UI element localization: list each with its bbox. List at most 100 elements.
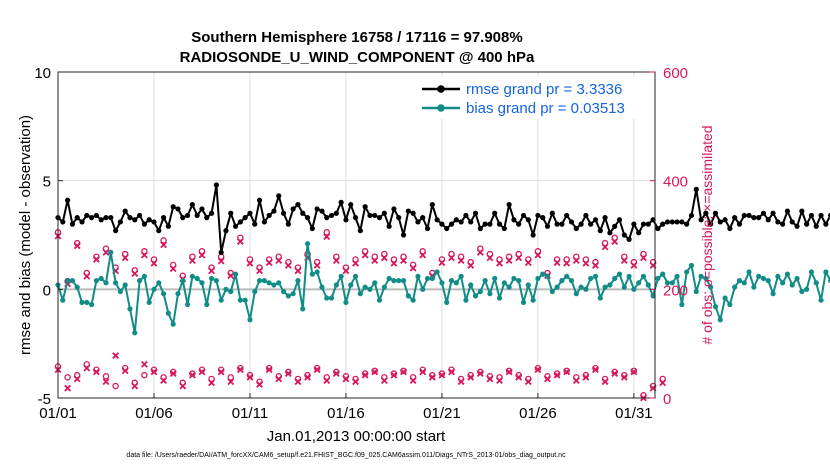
rmse-point: [559, 221, 565, 227]
bias-point: [405, 293, 411, 299]
bias-point: [722, 295, 728, 301]
obs-assimilated-point: [92, 368, 100, 376]
rmse-point: [405, 208, 411, 214]
rmse-point: [578, 221, 584, 227]
obs-assimilated-point: [361, 371, 369, 379]
bias-point: [799, 288, 805, 295]
obs-assimilated-point: [256, 267, 263, 275]
rmse-point: [348, 201, 354, 208]
data-file-footnote: data file: /Users/raeder/DAI/ATM_forcXX/…: [126, 452, 566, 459]
obs-assimilated-point: [659, 379, 667, 387]
bias-point: [64, 278, 71, 284]
plot-area: [58, 72, 655, 398]
rmse-point: [376, 215, 383, 221]
plot-frame: [57, 71, 656, 399]
obs-assimilated-point: [198, 251, 206, 259]
bias-point: [640, 273, 647, 279]
obs-possible-point: [141, 371, 148, 379]
obs-assimilated-point: [630, 261, 638, 269]
rmse-point: [544, 223, 551, 229]
bias-point: [813, 280, 819, 286]
rmse-point: [271, 208, 277, 214]
rmse-point: [636, 230, 642, 236]
bias-point: [698, 273, 704, 279]
obs-assimilated-point: [419, 251, 427, 259]
bias-point: [564, 273, 570, 279]
bias-point: [540, 271, 546, 277]
bias-point: [218, 297, 224, 303]
obs-assimilated-point: [448, 254, 455, 262]
bias-point: [60, 297, 66, 303]
obs-assimilated-point: [620, 373, 628, 381]
rmse-point: [266, 212, 272, 219]
obs-assimilated-point: [496, 377, 503, 385]
rmse-point: [194, 212, 200, 219]
bias-point: [717, 317, 723, 323]
obs-possible-point: [400, 367, 407, 375]
obs-assimilated-point: [457, 378, 465, 386]
bias-point: [127, 306, 133, 312]
obs-assimilated-point: [236, 366, 244, 374]
bias-point: [98, 275, 104, 282]
rmse-point: [252, 221, 258, 227]
obs-assimilated-point: [179, 382, 187, 390]
y2-tick-label: 600: [663, 65, 688, 82]
obs-assimilated-point: [188, 257, 196, 264]
bias-point: [751, 284, 757, 290]
bias-point: [122, 282, 128, 288]
bias-point: [300, 306, 306, 312]
bias-point: [410, 297, 416, 303]
rmse-point: [309, 225, 315, 232]
rmse-point: [760, 210, 767, 216]
rmse-point: [328, 212, 335, 219]
obs-assimilated-point: [592, 366, 599, 374]
bias-point: [69, 278, 75, 284]
bias-point: [424, 275, 431, 282]
rmse-point: [352, 215, 359, 221]
y-axis-label: rmse and bias (model - observation): [17, 115, 34, 355]
obs-assimilated-point: [140, 360, 148, 368]
rmse-point: [324, 215, 330, 221]
obs-assimilated-point: [630, 368, 638, 376]
bias-point: [775, 273, 781, 279]
obs-assimilated-point: [352, 378, 359, 386]
obs-assimilated-point: [553, 259, 561, 267]
bias-point: [506, 284, 512, 290]
legend-bias-label: bias grand pr = 0.03513: [466, 100, 625, 117]
rmse-point: [650, 217, 656, 223]
obs-assimilated-point: [275, 375, 283, 383]
obs-assimilated-point: [304, 373, 311, 381]
rmse-point: [717, 219, 723, 225]
rmse-point: [597, 228, 603, 234]
obs-assimilated-point: [524, 378, 532, 386]
obs-assimilated-point: [265, 259, 273, 267]
bias-point: [525, 282, 531, 288]
bias-point: [621, 284, 627, 290]
bias-point: [708, 284, 714, 290]
obs-assimilated-point: [342, 267, 350, 275]
bias-point: [544, 273, 551, 279]
rmse-point: [88, 215, 95, 221]
rmse-point: [151, 219, 157, 225]
rmse-point: [540, 215, 546, 221]
obs-assimilated-point: [313, 261, 321, 269]
rmse-point: [708, 221, 714, 227]
bias-point: [770, 291, 776, 297]
rmse-point: [372, 212, 378, 219]
obs-assimilated-point: [246, 259, 254, 267]
bias-point: [626, 273, 632, 279]
bias-point: [530, 297, 536, 303]
bias-point: [256, 278, 263, 284]
bias-point: [602, 284, 608, 290]
obs-assimilated-point: [611, 370, 619, 377]
bias-point: [688, 262, 695, 269]
rmse-point: [784, 208, 791, 214]
bias-point: [160, 291, 167, 297]
rmse-point: [146, 217, 152, 223]
rmse-point: [343, 217, 349, 223]
bias-point: [117, 288, 123, 295]
rmse-point: [189, 201, 195, 208]
bias-point: [578, 284, 584, 290]
legend-rmse-label: rmse grand pr = 3.3336: [466, 81, 622, 98]
